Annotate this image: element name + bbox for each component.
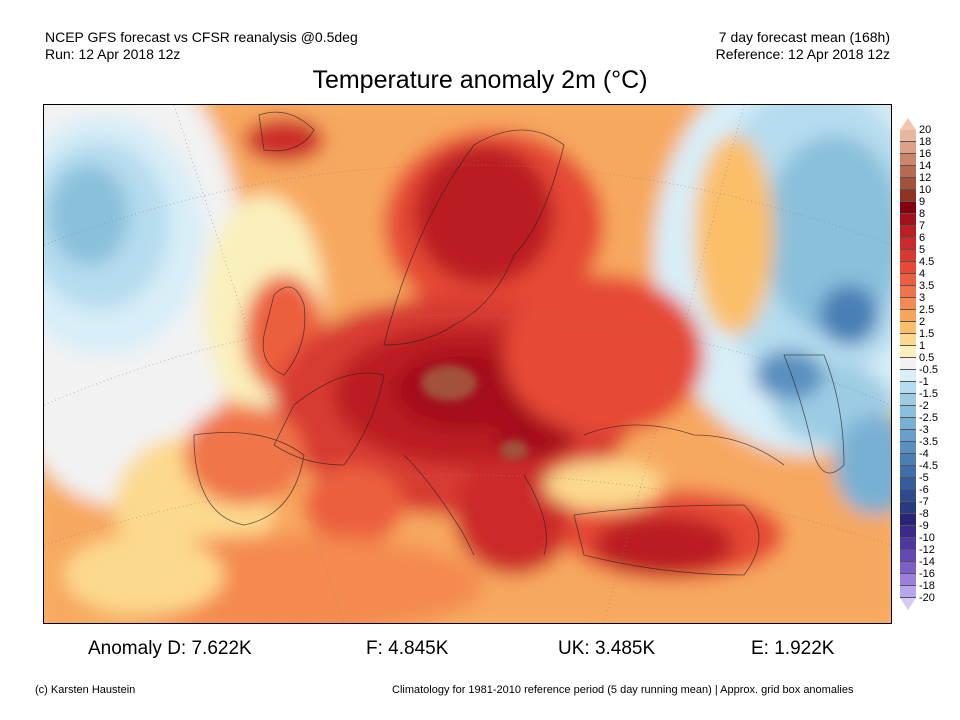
map-title: Temperature anomaly 2m (°C) — [312, 66, 648, 94]
colorbar-label: -3 — [919, 424, 929, 436]
colorbar-segment — [900, 550, 916, 562]
colorbar-segment — [900, 406, 916, 418]
colorbar-segment — [900, 562, 916, 574]
colorbar-label: -1 — [919, 376, 929, 388]
reference-line: Reference: 12 Apr 2018 12z — [715, 46, 890, 62]
colorbar-label: -1.5 — [919, 388, 938, 400]
anomaly-spain: E: 1.922K — [751, 638, 835, 659]
colorbar-label: -16 — [919, 568, 935, 580]
colorbar-segment — [900, 154, 916, 166]
colorbar-label: 5 — [919, 244, 926, 256]
colorbar-label: 9 — [919, 196, 926, 208]
colorbar-segment — [900, 538, 916, 550]
anomaly-field — [44, 105, 891, 623]
colorbar-segment — [900, 526, 916, 538]
colorbar-label: -7 — [919, 496, 929, 508]
colorbar-segment — [900, 226, 916, 238]
colorbar-top-arrow — [900, 118, 916, 130]
colorbar-segment — [900, 250, 916, 262]
anomaly-uk: UK: 3.485K — [558, 638, 656, 659]
colorbar-label: 12 — [919, 172, 932, 184]
colorbar-segment — [900, 502, 916, 514]
colorbar-segment — [900, 238, 916, 250]
colorbar-segment — [900, 130, 916, 142]
colorbar-label: 18 — [919, 136, 932, 148]
colorbar-label: -2.5 — [919, 412, 938, 424]
period-line: 7 day forecast mean (168h) — [718, 29, 890, 45]
period-info: 7 day forecast mean (168h) Reference: 12… — [716, 29, 890, 63]
colorbar-segment — [900, 334, 916, 346]
temperature-anomaly-map — [43, 104, 892, 624]
colorbar-label: -9 — [919, 520, 929, 532]
colorbar-label: -2 — [919, 400, 929, 412]
colorbar-segment — [900, 454, 916, 466]
anomaly-france: F: 4.845K — [366, 638, 449, 659]
colorbar-label: 20 — [919, 124, 932, 136]
colorbar-label: -5 — [919, 472, 929, 484]
colorbar-label: -0.5 — [919, 364, 938, 376]
colorbar-segment — [900, 358, 916, 370]
colorbar-segment — [900, 202, 916, 214]
colorbar-label: 14 — [919, 160, 932, 172]
colorbar-label: 0.5 — [919, 352, 935, 364]
colorbar-segment — [900, 166, 916, 178]
colorbar-label: 4 — [919, 268, 926, 280]
colorbar-label: 7 — [919, 220, 926, 232]
colorbar-label: -6 — [919, 484, 929, 496]
colorbar-segment — [900, 298, 916, 310]
colorbar-segment — [900, 310, 916, 322]
colorbar-label: -8 — [919, 508, 929, 520]
colorbar-label: 3 — [919, 292, 926, 304]
colorbar-label: 10 — [919, 184, 932, 196]
colorbar-segment — [900, 466, 916, 478]
model-info: NCEP GFS forecast vs CFSR reanalysis @0.… — [45, 29, 358, 63]
colorbar-segment — [900, 274, 916, 286]
colorbar-segment — [900, 442, 916, 454]
colorbar-label: -18 — [919, 580, 935, 592]
colorbar-segment — [900, 262, 916, 274]
colorbar-label: 3.5 — [919, 280, 935, 292]
colorbar-bottom-arrow — [900, 598, 916, 610]
colorbar-label: -4 — [919, 448, 929, 460]
colorbar-segment — [900, 214, 916, 226]
colorbar-label: -20 — [919, 592, 935, 604]
colorbar-segment — [900, 430, 916, 442]
colorbar-label: 2.5 — [919, 304, 935, 316]
colorbar-label: -4.5 — [919, 460, 938, 472]
credit: (c) Karsten Haustein — [35, 684, 136, 696]
colorbar-segment — [900, 394, 916, 406]
colorbar-segment — [900, 346, 916, 358]
colorbar-segment — [900, 574, 916, 586]
colorbar-label: -14 — [919, 556, 935, 568]
colorbar-segment — [900, 514, 916, 526]
colorbar-segment — [900, 322, 916, 334]
colorbar-label: -10 — [919, 532, 935, 544]
colorbar-label: -3.5 — [919, 436, 938, 448]
colorbar-segment — [900, 418, 916, 430]
colorbar-segment — [900, 490, 916, 502]
colorbar-segment — [900, 478, 916, 490]
model-line: NCEP GFS forecast vs CFSR reanalysis @0.… — [45, 29, 358, 45]
anomaly-germany: Anomaly D: 7.622K — [88, 638, 252, 659]
colorbar-segment — [900, 190, 916, 202]
colorbar-label: 16 — [919, 148, 932, 160]
colorbar-label: -12 — [919, 544, 935, 556]
colorbar-segment — [900, 178, 916, 190]
colorbar-segment — [900, 586, 916, 598]
colorbar-label: 1.5 — [919, 328, 935, 340]
colorbar-label: 4.5 — [919, 256, 935, 268]
colorbar-label: 1 — [919, 340, 926, 352]
colorbar-segment — [900, 286, 916, 298]
colorbar-label: 6 — [919, 232, 926, 244]
colorbar-label: 2 — [919, 316, 926, 328]
colorbar-segment — [900, 142, 916, 154]
colorbar-segment — [900, 370, 916, 382]
colorbar-label: 8 — [919, 208, 926, 220]
run-line: Run: 12 Apr 2018 12z — [45, 46, 181, 62]
climatology-note: Climatology for 1981-2010 reference peri… — [392, 684, 854, 696]
colorbar-segment — [900, 382, 916, 394]
